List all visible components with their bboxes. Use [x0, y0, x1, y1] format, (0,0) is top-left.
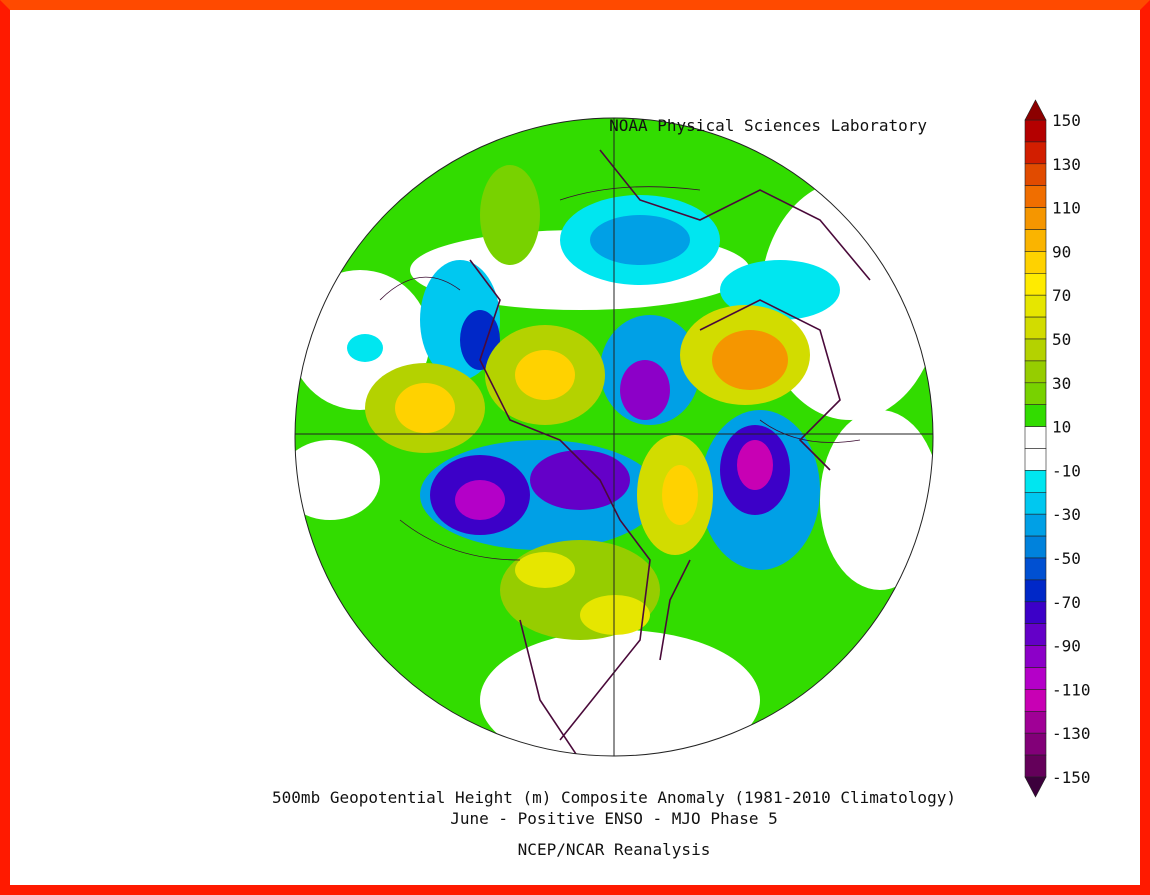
coastline [469, 149, 871, 756]
colorbar-over [1024, 99, 1047, 121]
map [295, 118, 933, 756]
caption-subtitle: June - Positive ENSO - MJO Phase 5 [450, 809, 778, 828]
colorbar-label: 30 [1052, 374, 1071, 393]
field-negative [590, 215, 690, 265]
caption-source: NCEP/NCAR Reanalysis [518, 840, 711, 859]
colorbar-bin [1024, 251, 1047, 274]
contour [379, 186, 861, 561]
colorbar-bin [1024, 141, 1047, 165]
colorbar-bin [1024, 689, 1047, 712]
colorbar-bin [1024, 360, 1047, 384]
colorbar-bin [1024, 557, 1047, 581]
colorbar-label: -130 [1052, 724, 1091, 743]
field-zero [480, 630, 760, 756]
colorbar-label: -90 [1052, 637, 1081, 656]
field-positive [395, 383, 455, 433]
caption-title: 500mb Geopotential Height (m) Composite … [272, 788, 956, 807]
field-negative [530, 450, 630, 510]
colorbar-label: -70 [1052, 593, 1081, 612]
colorbar-label: 150 [1052, 111, 1081, 130]
colorbar-label: 10 [1052, 418, 1071, 437]
colorbar-bin [1024, 513, 1047, 537]
credit: NOAA Physical Sciences Laboratory [609, 116, 927, 135]
field-positive [662, 465, 698, 525]
field-negative [455, 480, 505, 520]
colorbar: 150 130 110 90 70 50 30 10 -10 -30 -50 -70 -90 -110 -1… [1024, 99, 1091, 798]
colorbar-bin [1024, 601, 1047, 624]
colorbar-label: -110 [1052, 680, 1091, 699]
colorbar-bin [1024, 732, 1047, 756]
colorbar-bin [1024, 535, 1047, 559]
field-positive [480, 165, 540, 265]
colorbar-bin [1024, 448, 1047, 471]
colorbar-bin [1024, 119, 1047, 143]
colorbar-label: -30 [1052, 505, 1081, 524]
colorbar-label: 50 [1052, 330, 1071, 349]
colorbar-bin [1024, 294, 1047, 318]
colorbar-bin [1024, 185, 1047, 208]
field-negative [620, 360, 670, 420]
field-negative [460, 310, 500, 370]
colorbar-bin [1024, 382, 1047, 405]
colorbar-bin [1024, 645, 1047, 668]
field-positive [580, 595, 650, 635]
field-positive [712, 330, 788, 390]
field-negative [347, 334, 383, 362]
field-positive [515, 552, 575, 588]
colorbar-bin [1024, 163, 1047, 187]
colorbar-bin [1024, 338, 1047, 362]
colorbar-label: 110 [1052, 199, 1081, 218]
colorbar-bin [1024, 491, 1047, 515]
colorbar-bin [1024, 579, 1047, 603]
colorbar-label: -150 [1052, 768, 1091, 787]
colorbar-bin [1024, 229, 1047, 252]
colorbar-label: 90 [1052, 242, 1071, 261]
colorbar-under [1024, 776, 1047, 798]
field-zero [295, 440, 380, 520]
colorbar-bin [1024, 272, 1047, 296]
colorbar-bin [1024, 470, 1047, 493]
colorbar-bin [1024, 667, 1047, 690]
colorbar-label: 70 [1052, 286, 1071, 305]
field-positive [515, 350, 575, 400]
field-negative [737, 440, 773, 490]
colorbar-label: -50 [1052, 549, 1081, 568]
colorbar-bin [1024, 316, 1047, 340]
colorbar-label: -10 [1052, 461, 1081, 480]
colorbar-bin [1024, 754, 1047, 778]
colorbar-bin [1024, 404, 1047, 427]
field-zero [820, 410, 933, 590]
colorbar-bin [1024, 710, 1047, 734]
colorbar-bin [1024, 426, 1047, 449]
colorbar-bin [1024, 207, 1047, 230]
colorbar-bin [1024, 623, 1047, 646]
colorbar-label: 130 [1052, 155, 1081, 174]
